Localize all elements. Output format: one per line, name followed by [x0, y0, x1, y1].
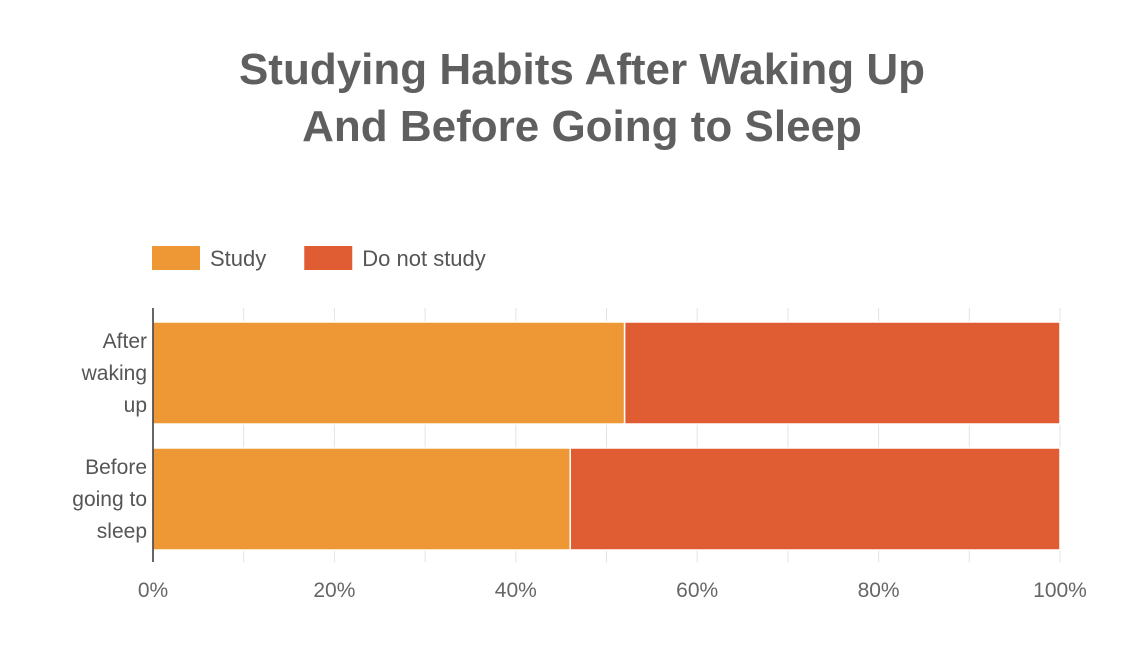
category-label: waking — [81, 362, 147, 385]
bar-do-not-study-1 — [623, 321, 1061, 425]
x-tick-label: 80% — [858, 579, 900, 602]
legend-label: Study — [210, 246, 266, 271]
category-labels: After waking up Before going to sleep — [72, 330, 147, 543]
bar-study-2 — [152, 447, 571, 551]
chart-title: Studying Habits After Waking Up And Befor… — [239, 45, 925, 151]
x-tick-label: 60% — [676, 579, 718, 602]
legend-swatch-do-not-study — [304, 246, 353, 270]
category-label: going to — [72, 488, 147, 511]
x-tick-label: 20% — [313, 579, 355, 602]
legend-label: Do not study — [362, 246, 486, 271]
bar-do-not-study-2 — [569, 447, 1061, 551]
category-label: sleep — [97, 520, 147, 543]
legend-swatch-study — [152, 246, 200, 270]
x-tick-label: 40% — [495, 579, 537, 602]
x-tick-label: 0% — [138, 579, 168, 602]
bar-study-1 — [152, 321, 626, 425]
x-tick-labels: 0% 20% 40% 60% 80% 100% — [138, 579, 1087, 602]
category-label: up — [124, 394, 147, 417]
category-label: Before — [85, 456, 147, 479]
category-label: After — [103, 330, 147, 353]
chart-title-line: Studying Habits After Waking Up — [239, 45, 925, 94]
x-tick-label: 100% — [1033, 579, 1087, 602]
chart-legend: Study Do not study — [152, 246, 486, 271]
chart-title-line: And Before Going to Sleep — [302, 102, 862, 151]
bars — [152, 321, 1061, 551]
